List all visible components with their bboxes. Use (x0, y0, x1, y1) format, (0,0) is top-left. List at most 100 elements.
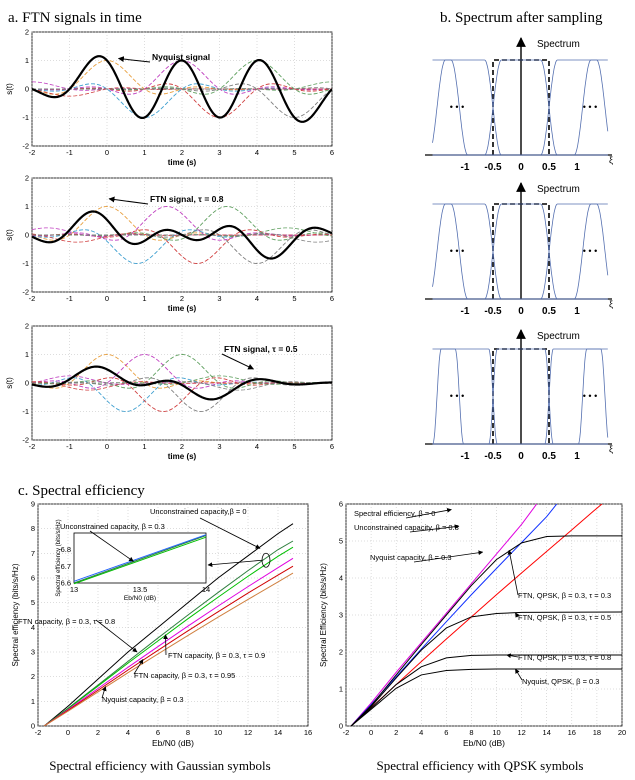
annotation-arrow (199, 517, 261, 549)
time-plot-2-xtick-label: 1 (142, 294, 146, 303)
time-plot-curves (32, 206, 332, 264)
curve-annotation: Nyquist capacity, β = 0.3 (370, 553, 452, 562)
time-plot-1-ytick-label: 0 (25, 85, 29, 94)
pulse-series (32, 381, 332, 391)
time-plot-1-ytick-label: -2 (22, 142, 29, 151)
main-signal-series (32, 55, 332, 123)
y-axis-label: s(t) (5, 229, 14, 241)
time-plot-2-ytick-label: -1 (22, 259, 29, 268)
spectrum-tick-label: 1 (574, 306, 580, 317)
eff-right-ytick-label: 0 (339, 722, 343, 731)
time-plot-3-xtick-label: 4 (255, 442, 259, 451)
time-plot-3-xtick-label: 6 (330, 442, 334, 451)
curve-annotation: Unconstrained capacity,β = 0 (150, 507, 247, 516)
eff-left-ytick-label: 6 (31, 574, 35, 583)
time-plot-curves (32, 354, 332, 412)
ellipsis-left: • • • (450, 391, 464, 401)
time-plot-3-xtick-label: 5 (292, 442, 296, 451)
eff-right-xtick-label: 10 (492, 728, 500, 737)
annotation-arrow (133, 658, 144, 675)
signal-annotation: Nyquist signal (152, 52, 210, 62)
spectrum-replica-series (432, 348, 608, 445)
time-plot-2-xtick-label: 3 (217, 294, 221, 303)
signal-annotation: FTN signal, τ = 0.8 (150, 194, 224, 204)
eff-left-xtick-label: 8 (186, 728, 190, 737)
time-plot-1-xtick-label: -2 (29, 148, 36, 157)
spectrum-plots: Spectrum -1 -0.5 0 0.5 1 ξ • • • • • • Spectrum -1… (425, 37, 613, 462)
spectrum-plot-3: Spectrum -1 -0.5 0 0.5 1 ξ • • • • • • (425, 329, 613, 462)
efficiency-series (350, 654, 622, 726)
time-plot-1-ytick-label: -1 (22, 113, 29, 122)
annotation-arrow (108, 196, 149, 205)
inset-series (73, 534, 207, 582)
eff-left-ytick-label: 8 (31, 524, 35, 533)
efficiency-series (43, 565, 294, 726)
panel-title-c: c. Spectral efficiency (18, 483, 145, 499)
inset-xtick-label: 13.5 (133, 585, 148, 594)
spectrum-tick-label: -1 (461, 451, 470, 462)
y-axis-label: s(t) (5, 83, 14, 95)
efficiency-series (350, 611, 622, 726)
efficiency-series (43, 572, 294, 726)
time-plot-3-ytick-label: 0 (25, 379, 29, 388)
efficiency-series (43, 557, 294, 726)
time-plot-1-xtick-label: 1 (142, 148, 146, 157)
time-plot-2-ytick-label: 2 (25, 174, 29, 183)
curve-annotation: FTN, QPSK, β = 0.3, τ = 0.8 (518, 653, 611, 662)
curve-annotation: FTN, QPSK, β = 0.3, τ = 0.3 (518, 591, 611, 600)
time-plot-3-ytick-label: -1 (22, 407, 29, 416)
panel-title-b: b. Spectrum after sampling (440, 10, 603, 26)
pulse-series (32, 354, 332, 389)
eff-right-xtick-label: 18 (593, 728, 601, 737)
eff-right-ytick-label: 3 (339, 611, 343, 620)
efficiency-series (43, 523, 294, 726)
efficiency-series (350, 668, 622, 726)
spectrum-tick-label: -1 (461, 162, 470, 173)
time-plot-2-xtick-label: 5 (292, 294, 296, 303)
spectrum-plot-1: Spectrum -1 -0.5 0 0.5 1 ξ • • • • • • (425, 37, 613, 173)
eff-left-xtick-label: 4 (126, 728, 130, 737)
spectrum-tick-label: 1 (574, 451, 580, 462)
annotation-arrow (95, 619, 138, 653)
annotation-arrow (515, 612, 520, 618)
annotation-arrow (409, 524, 460, 533)
annotation-arrow (507, 549, 519, 596)
efficiency-series (350, 504, 538, 726)
inset-arrow (89, 530, 134, 562)
main-signal-series (32, 210, 332, 260)
time-plot-3-xtick-label: 1 (142, 442, 146, 451)
efficiency-series (43, 540, 294, 726)
eff-left-ytick-label: 7 (31, 549, 35, 558)
time-plot-3-ytick-label: 2 (25, 322, 29, 331)
time-plot-3-ytick-label: 1 (25, 350, 29, 359)
eff-right-curves (350, 504, 622, 726)
time-plot-2-ytick-label: 0 (25, 231, 29, 240)
x-axis-label: time (s) (168, 158, 197, 167)
eff-right-xtick-label: 0 (369, 728, 373, 737)
spectrum-axis-symbol: ξ (609, 299, 613, 309)
time-plot-3-xtick-label: 0 (105, 442, 109, 451)
time-plot-2-xtick-label: -2 (29, 294, 36, 303)
eff-left-ytick-label: 5 (31, 598, 35, 607)
annotation-arrow (163, 634, 169, 656)
pulse-series (32, 206, 332, 241)
time-plot-1-xtick-label: 6 (330, 148, 334, 157)
curve-annotation: Nyquist, QPSK, β = 0.3 (522, 677, 599, 686)
curve-annotation: Unconstrained capacity, β = 0.3 (354, 523, 459, 532)
time-plot-2-xtick-label: 0 (105, 294, 109, 303)
spectrum-tick-label: 0 (518, 162, 524, 173)
time-plot-1-xtick-label: 2 (180, 148, 184, 157)
eff-right-xtick-label: 16 (568, 728, 576, 737)
time-plot-3-xtick-label: 3 (217, 442, 221, 451)
x-axis-label: time (s) (168, 304, 197, 313)
spectrum-tick-label: 0 (518, 306, 524, 317)
time-plot-1-xtick-label: 0 (105, 148, 109, 157)
inset-ytick-label: 6.8 (61, 545, 71, 554)
y-axis-label: s(t) (5, 377, 14, 389)
spectrum-tick-label: -1 (461, 306, 470, 317)
spectrum-replica-series (432, 203, 608, 300)
pulse-series (32, 377, 332, 412)
